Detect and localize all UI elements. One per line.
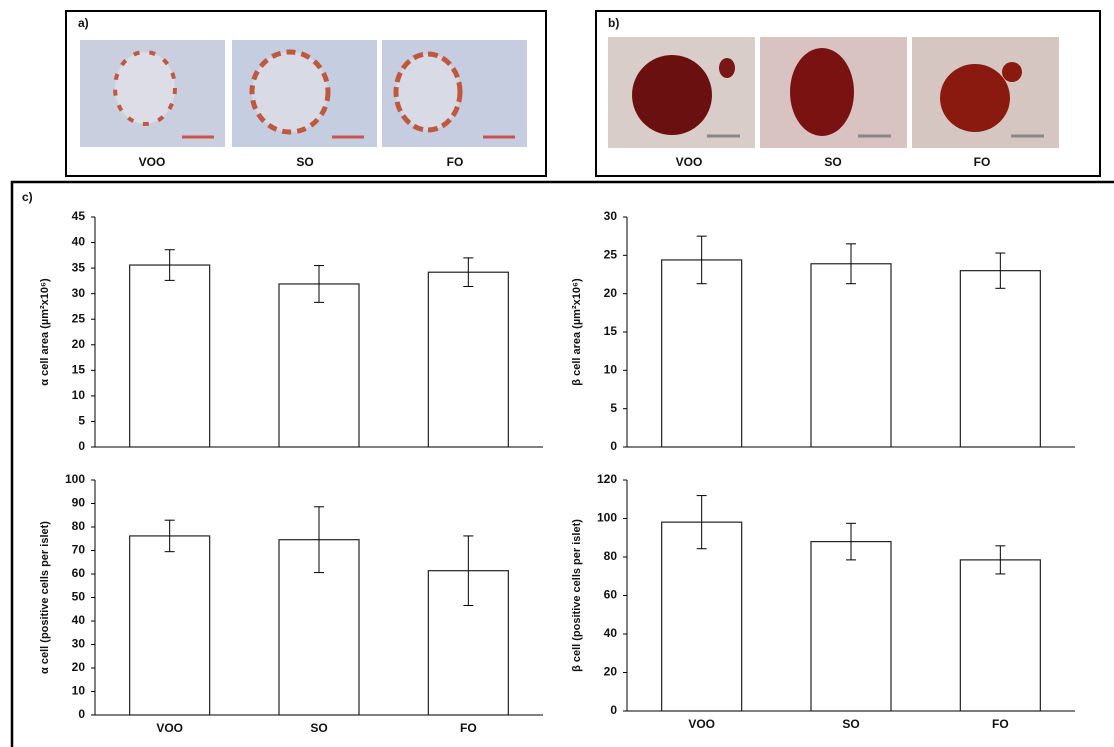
y-tick-label: 40 <box>72 235 86 249</box>
caption: VOO <box>139 155 166 169</box>
caption: SO <box>296 155 313 169</box>
caption: VOO <box>676 155 703 169</box>
y-tick-label: 0 <box>610 703 617 717</box>
caption: FO <box>974 155 991 169</box>
bar <box>661 521 743 712</box>
x-tick-label: SO <box>310 721 327 735</box>
y-tick-label: 35 <box>72 260 86 274</box>
y-tick-label: 15 <box>604 324 618 338</box>
bar <box>810 540 892 712</box>
y-tick-label: 0 <box>78 707 85 721</box>
y-tick-label: 20 <box>604 286 618 300</box>
y-tick-label: 25 <box>604 248 618 262</box>
y-tick-label: 10 <box>72 684 86 698</box>
x-tick-label: SO <box>842 717 859 731</box>
caption: SO <box>824 155 841 169</box>
bar <box>427 271 509 448</box>
micrograph-b <box>608 37 1059 148</box>
y-tick-label: 40 <box>72 613 86 627</box>
bar <box>959 270 1041 448</box>
y-tick-label: 20 <box>72 660 86 674</box>
panel-b-frame <box>595 10 1101 177</box>
y-tick-label: 20 <box>604 665 618 679</box>
bar <box>959 559 1041 712</box>
y-axis-label: α cell area (µm²x10⁶) <box>39 278 51 386</box>
y-tick-label: 0 <box>78 439 85 453</box>
bar <box>810 263 892 448</box>
y-tick-label: 100 <box>65 472 85 486</box>
bar <box>661 259 743 448</box>
panel-c-label: c) <box>22 190 33 204</box>
y-tick-label: 120 <box>597 472 617 486</box>
y-tick-label: 100 <box>597 511 617 525</box>
y-axis-label: β cell area (µm²x10⁶) <box>571 278 583 386</box>
y-tick-label: 15 <box>72 363 86 377</box>
bar <box>278 283 360 448</box>
micrograph-a <box>80 40 527 147</box>
x-tick-label: FO <box>460 721 477 735</box>
y-tick-label: 30 <box>72 637 86 651</box>
y-tick-label: 25 <box>72 311 86 325</box>
y-tick-label: 10 <box>72 388 86 402</box>
panel-a-frame <box>65 10 547 177</box>
y-tick-label: 90 <box>72 496 86 510</box>
y-tick-label: 70 <box>72 543 86 557</box>
y-tick-label: 30 <box>604 209 618 223</box>
y-tick-label: 10 <box>604 363 618 377</box>
x-tick-label: FO <box>992 717 1009 731</box>
y-tick-label: 0 <box>610 439 617 453</box>
x-tick-label: VOO <box>156 721 183 735</box>
y-tick-label: 40 <box>604 626 618 640</box>
y-tick-label: 20 <box>72 337 86 351</box>
bar <box>129 264 211 448</box>
y-axis-label: β cell (positive cells per islet) <box>571 519 583 672</box>
x-tick-label: VOO <box>688 717 715 731</box>
y-tick-label: 5 <box>610 401 617 415</box>
panel-b-label: b) <box>608 16 619 30</box>
y-axis-label: α cell (positive cells per islet) <box>39 521 51 674</box>
panel-a-label: a) <box>78 16 89 30</box>
y-tick-label: 5 <box>78 414 85 428</box>
bar <box>129 535 211 716</box>
y-tick-label: 80 <box>604 549 618 563</box>
y-tick-label: 60 <box>604 588 618 602</box>
y-tick-label: 80 <box>72 519 86 533</box>
panel-c-frame <box>10 180 1114 747</box>
y-tick-label: 45 <box>72 209 86 223</box>
y-tick-label: 30 <box>72 286 86 300</box>
y-tick-label: 50 <box>72 590 86 604</box>
caption: FO <box>447 155 464 169</box>
y-tick-label: 60 <box>72 566 86 580</box>
